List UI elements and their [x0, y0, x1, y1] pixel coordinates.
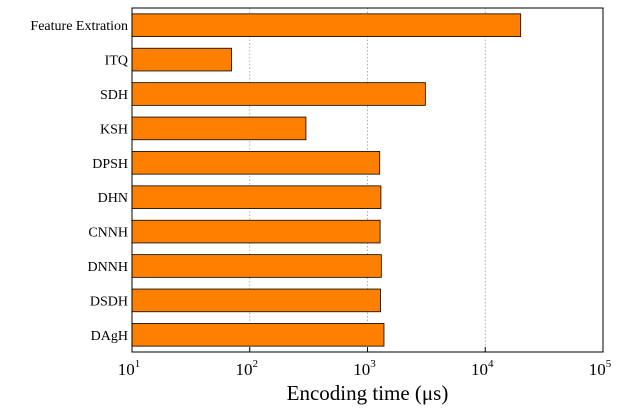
x-tick-base: 10 — [353, 360, 370, 379]
x-tick-base: 10 — [471, 360, 488, 379]
x-tick-label: 101 — [118, 358, 141, 379]
bar — [131, 323, 385, 347]
category-label: KSH — [100, 122, 128, 137]
category-label: ITQ — [105, 54, 128, 69]
x-axis-title: Encoding time (μs) — [287, 381, 449, 405]
category-label: Feature Extration — [30, 19, 128, 34]
category-labels: Feature Extration ITQ SDH KSH DPSH DHN CNNH DNN… — [30, 19, 128, 344]
x-tick-exponent: 5 — [606, 358, 612, 370]
category-label: DHN — [98, 191, 128, 206]
x-tick-exponent: 1 — [135, 358, 141, 370]
x-tick-exponent: 2 — [253, 358, 259, 370]
x-tick-base: 10 — [236, 360, 253, 379]
bars — [131, 13, 522, 347]
category-label: SDH — [100, 88, 128, 103]
category-label: DAgH — [91, 329, 128, 344]
category-label: DSDH — [90, 294, 128, 309]
category-label: CNNH — [88, 226, 128, 241]
x-tick-label: 104 — [471, 358, 494, 379]
bar — [131, 13, 522, 37]
x-axis-ticks: 101 102 103 104 105 — [118, 347, 612, 379]
x-tick-label: 102 — [236, 358, 259, 379]
category-label: DNNH — [88, 260, 128, 275]
bar — [131, 219, 381, 244]
bar — [131, 254, 382, 278]
bar — [131, 116, 307, 141]
x-tick-base: 10 — [118, 360, 135, 379]
bar — [131, 288, 381, 313]
bar — [131, 151, 381, 175]
x-tick-label: 103 — [353, 358, 376, 379]
bar — [131, 185, 382, 209]
bar — [131, 47, 232, 72]
bar — [131, 82, 426, 106]
x-tick-exponent: 3 — [370, 358, 376, 370]
x-tick-label: 105 — [589, 358, 612, 379]
x-tick-base: 10 — [589, 360, 606, 379]
grid-lines — [249, 8, 486, 352]
x-tick-exponent: 4 — [488, 358, 494, 370]
category-label: DPSH — [92, 157, 128, 172]
